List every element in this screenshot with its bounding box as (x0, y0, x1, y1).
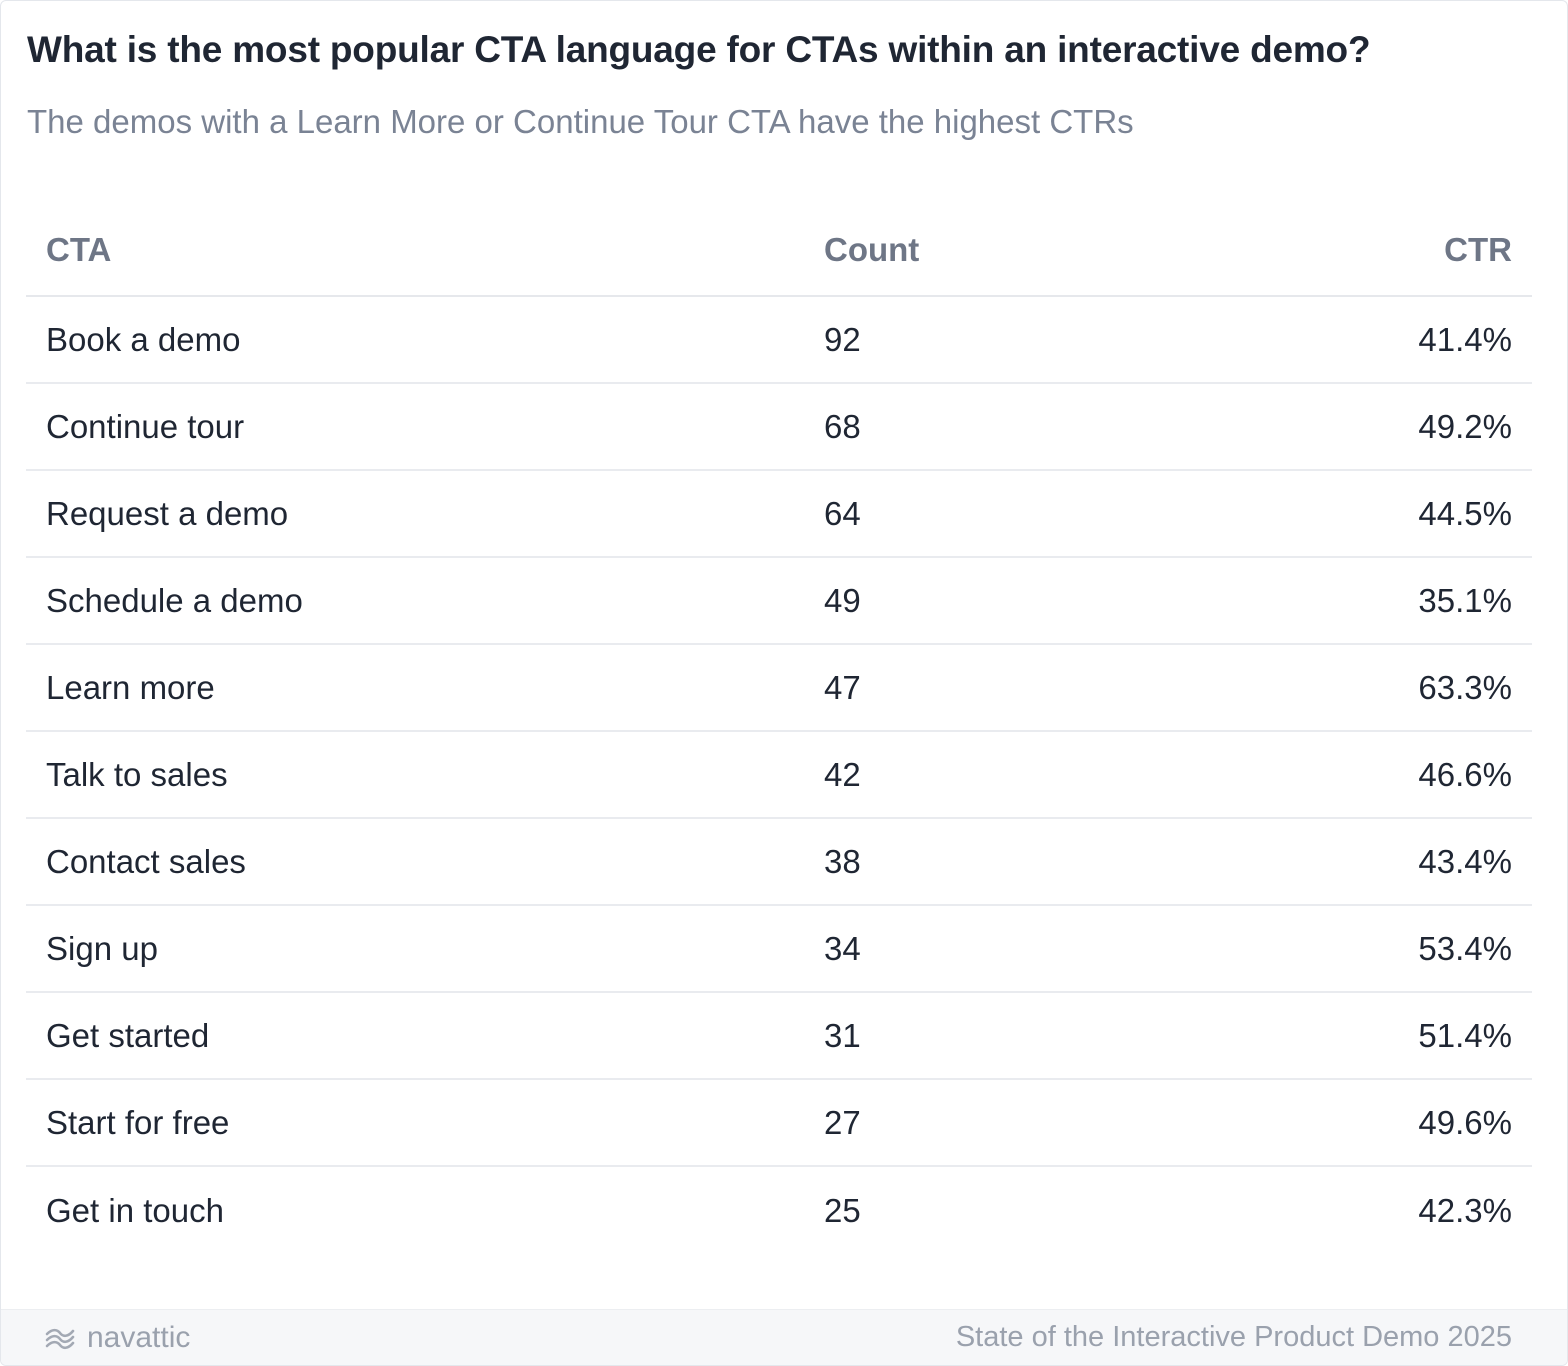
cell-cta: Learn more (46, 668, 215, 706)
cell-ctr: 46.6% (1418, 755, 1512, 793)
column-header-count: Count (824, 231, 920, 268)
cell-cta: Start for free (46, 1103, 230, 1141)
cell-ctr: 41.4% (1418, 320, 1512, 358)
table-body: Book a demo 92 41.4% Continue tour 68 49.2% Re… (26, 297, 1532, 1254)
cell-cta: Talk to sales (46, 755, 228, 793)
table-row: Get started 31 51.4% (26, 993, 1532, 1080)
footer: navattic State of the Interactive Produc… (1, 1309, 1567, 1365)
table-row: Sign up 34 53.4% (26, 906, 1532, 993)
table-row: Get in touch 25 42.3% (26, 1167, 1532, 1254)
cell-cta: Continue tour (46, 407, 245, 445)
cell-count: 92 (824, 320, 861, 358)
cell-count: 31 (824, 1016, 861, 1054)
cell-count: 47 (824, 668, 861, 706)
cell-ctr: 51.4% (1418, 1016, 1512, 1054)
chart-title: What is the most popular CTA language fo… (27, 29, 1371, 70)
cta-table: CTA Count CTR Book a demo 92 41.4% Continue… (26, 205, 1532, 1254)
table-row: Talk to sales 42 46.6% (26, 732, 1532, 819)
cell-ctr: 49.2% (1418, 407, 1512, 445)
cell-ctr: 42.3% (1418, 1191, 1512, 1229)
cell-cta: Request a demo (46, 494, 289, 532)
cell-count: 27 (824, 1103, 861, 1141)
table-row: Continue tour 68 49.2% (26, 384, 1532, 471)
cell-count: 38 (824, 842, 861, 880)
cell-ctr: 43.4% (1418, 842, 1512, 880)
cell-count: 68 (824, 407, 861, 445)
table-row: Request a demo 64 44.5% (26, 471, 1532, 558)
cell-count: 34 (824, 929, 861, 967)
cell-cta: Contact sales (46, 842, 246, 880)
cell-ctr: 53.4% (1418, 929, 1512, 967)
cell-ctr: 35.1% (1418, 581, 1512, 619)
source-label: State of the Interactive Product Demo 20… (955, 1321, 1512, 1353)
table-row: Schedule a demo 49 35.1% (26, 558, 1532, 645)
chart-subtitle: The demos with a Learn More or Continue … (27, 103, 1134, 140)
cell-count: 42 (824, 755, 861, 793)
cell-ctr: 63.3% (1418, 668, 1512, 706)
cell-cta: Get in touch (46, 1191, 224, 1229)
table-row: Learn more 47 63.3% (26, 645, 1532, 732)
cell-count: 49 (824, 581, 861, 619)
table-row: Book a demo 92 41.4% (26, 297, 1532, 384)
cell-ctr: 49.6% (1418, 1103, 1512, 1141)
cell-ctr: 44.5% (1418, 494, 1512, 532)
navattic-logo-icon (45, 1326, 75, 1350)
cell-cta: Book a demo (46, 320, 241, 358)
table-row: Contact sales 38 43.4% (26, 819, 1532, 906)
column-header-ctr: CTR (1444, 231, 1512, 268)
brand: navattic (45, 1321, 190, 1355)
cell-cta: Sign up (46, 929, 158, 967)
cell-cta: Schedule a demo (46, 581, 303, 619)
column-header-cta: CTA (46, 231, 112, 268)
cell-count: 25 (824, 1191, 861, 1229)
cell-cta: Get started (46, 1016, 210, 1054)
cell-count: 64 (824, 494, 861, 532)
brand-name: navattic (87, 1320, 191, 1354)
table-row: Start for free 27 49.6% (26, 1080, 1532, 1167)
table-header: CTA Count CTR (26, 205, 1532, 297)
